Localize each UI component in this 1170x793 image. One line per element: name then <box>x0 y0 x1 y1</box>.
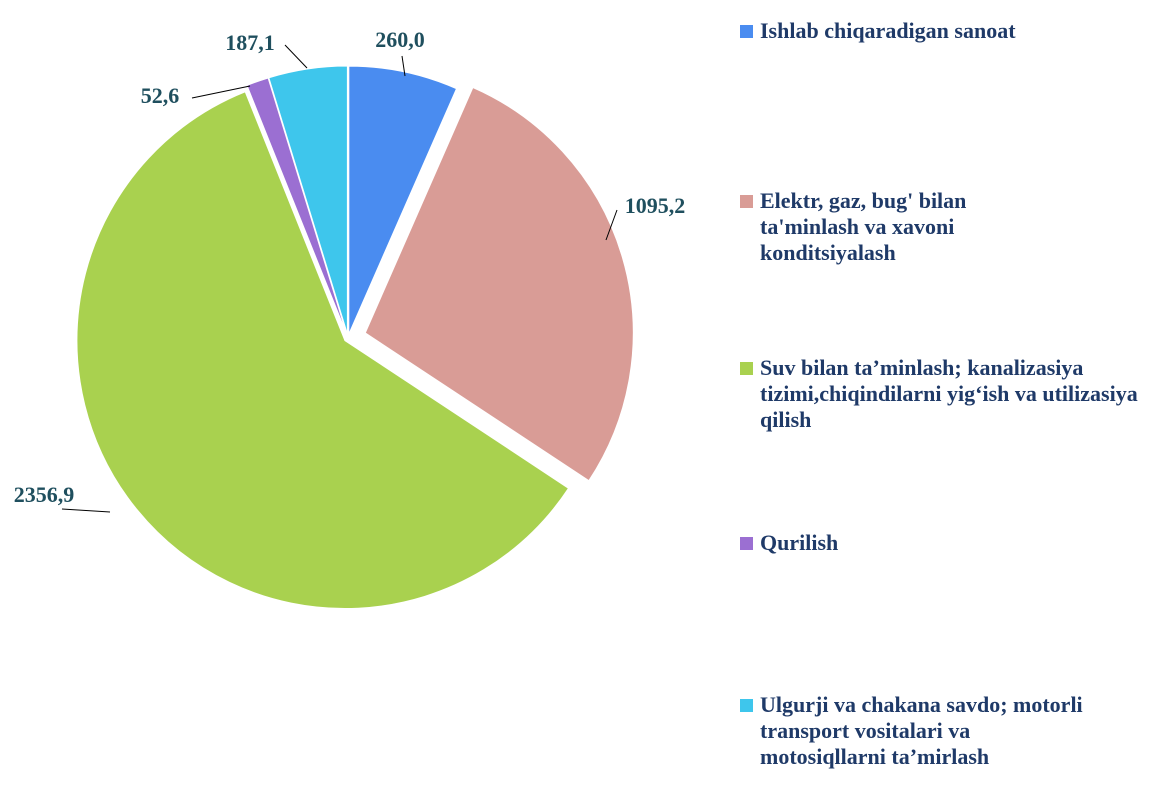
legend-entry: Qurilish <box>738 530 1060 556</box>
leader-line <box>191 85 251 99</box>
legend-entry: Ishlab chiqaradigan sanoat <box>738 18 1170 44</box>
legend-entry: Suv bilan ta’minlash; kanalizasiya tizim… <box>738 355 1170 433</box>
leader-line <box>401 55 406 77</box>
legend-entry: Ulgurji va chakana savdo; motorli transp… <box>738 692 1098 770</box>
data-label: 187,1 <box>225 30 275 55</box>
pie-slice <box>76 91 570 609</box>
legend-entry: Elektr, gaz, bug' bilan ta'minlash va xa… <box>738 188 1050 266</box>
data-label: 1095,2 <box>625 193 686 218</box>
legend-swatch <box>740 699 753 712</box>
leader-line <box>284 44 308 69</box>
leader-line <box>61 508 111 513</box>
legend-label: Suv bilan ta’minlash; kanalizasiya tizim… <box>760 355 1138 432</box>
data-label: 2356,9 <box>14 482 75 507</box>
chart: 260,0 1095,2 2356,9 52,6 187,1 <box>14 27 686 609</box>
pie-slice <box>246 77 348 335</box>
legend-swatch <box>740 195 753 208</box>
legend-swatch <box>740 362 753 375</box>
pie-slice <box>268 65 348 335</box>
legend-label: Ulgurji va chakana savdo; motorli transp… <box>760 692 1083 769</box>
legend-label: Elektr, gaz, bug' bilan ta'minlash va xa… <box>760 188 967 265</box>
legend-label: Ishlab chiqaradigan sanoat <box>760 18 1016 43</box>
data-label: 52,6 <box>141 83 180 108</box>
pie-slice <box>348 65 458 335</box>
legend-swatch <box>740 537 753 550</box>
legend-swatch <box>740 25 753 38</box>
data-label: 260,0 <box>375 27 425 52</box>
pie-slice <box>364 86 634 482</box>
leader-line <box>605 209 618 241</box>
legend-label: Qurilish <box>760 530 839 555</box>
